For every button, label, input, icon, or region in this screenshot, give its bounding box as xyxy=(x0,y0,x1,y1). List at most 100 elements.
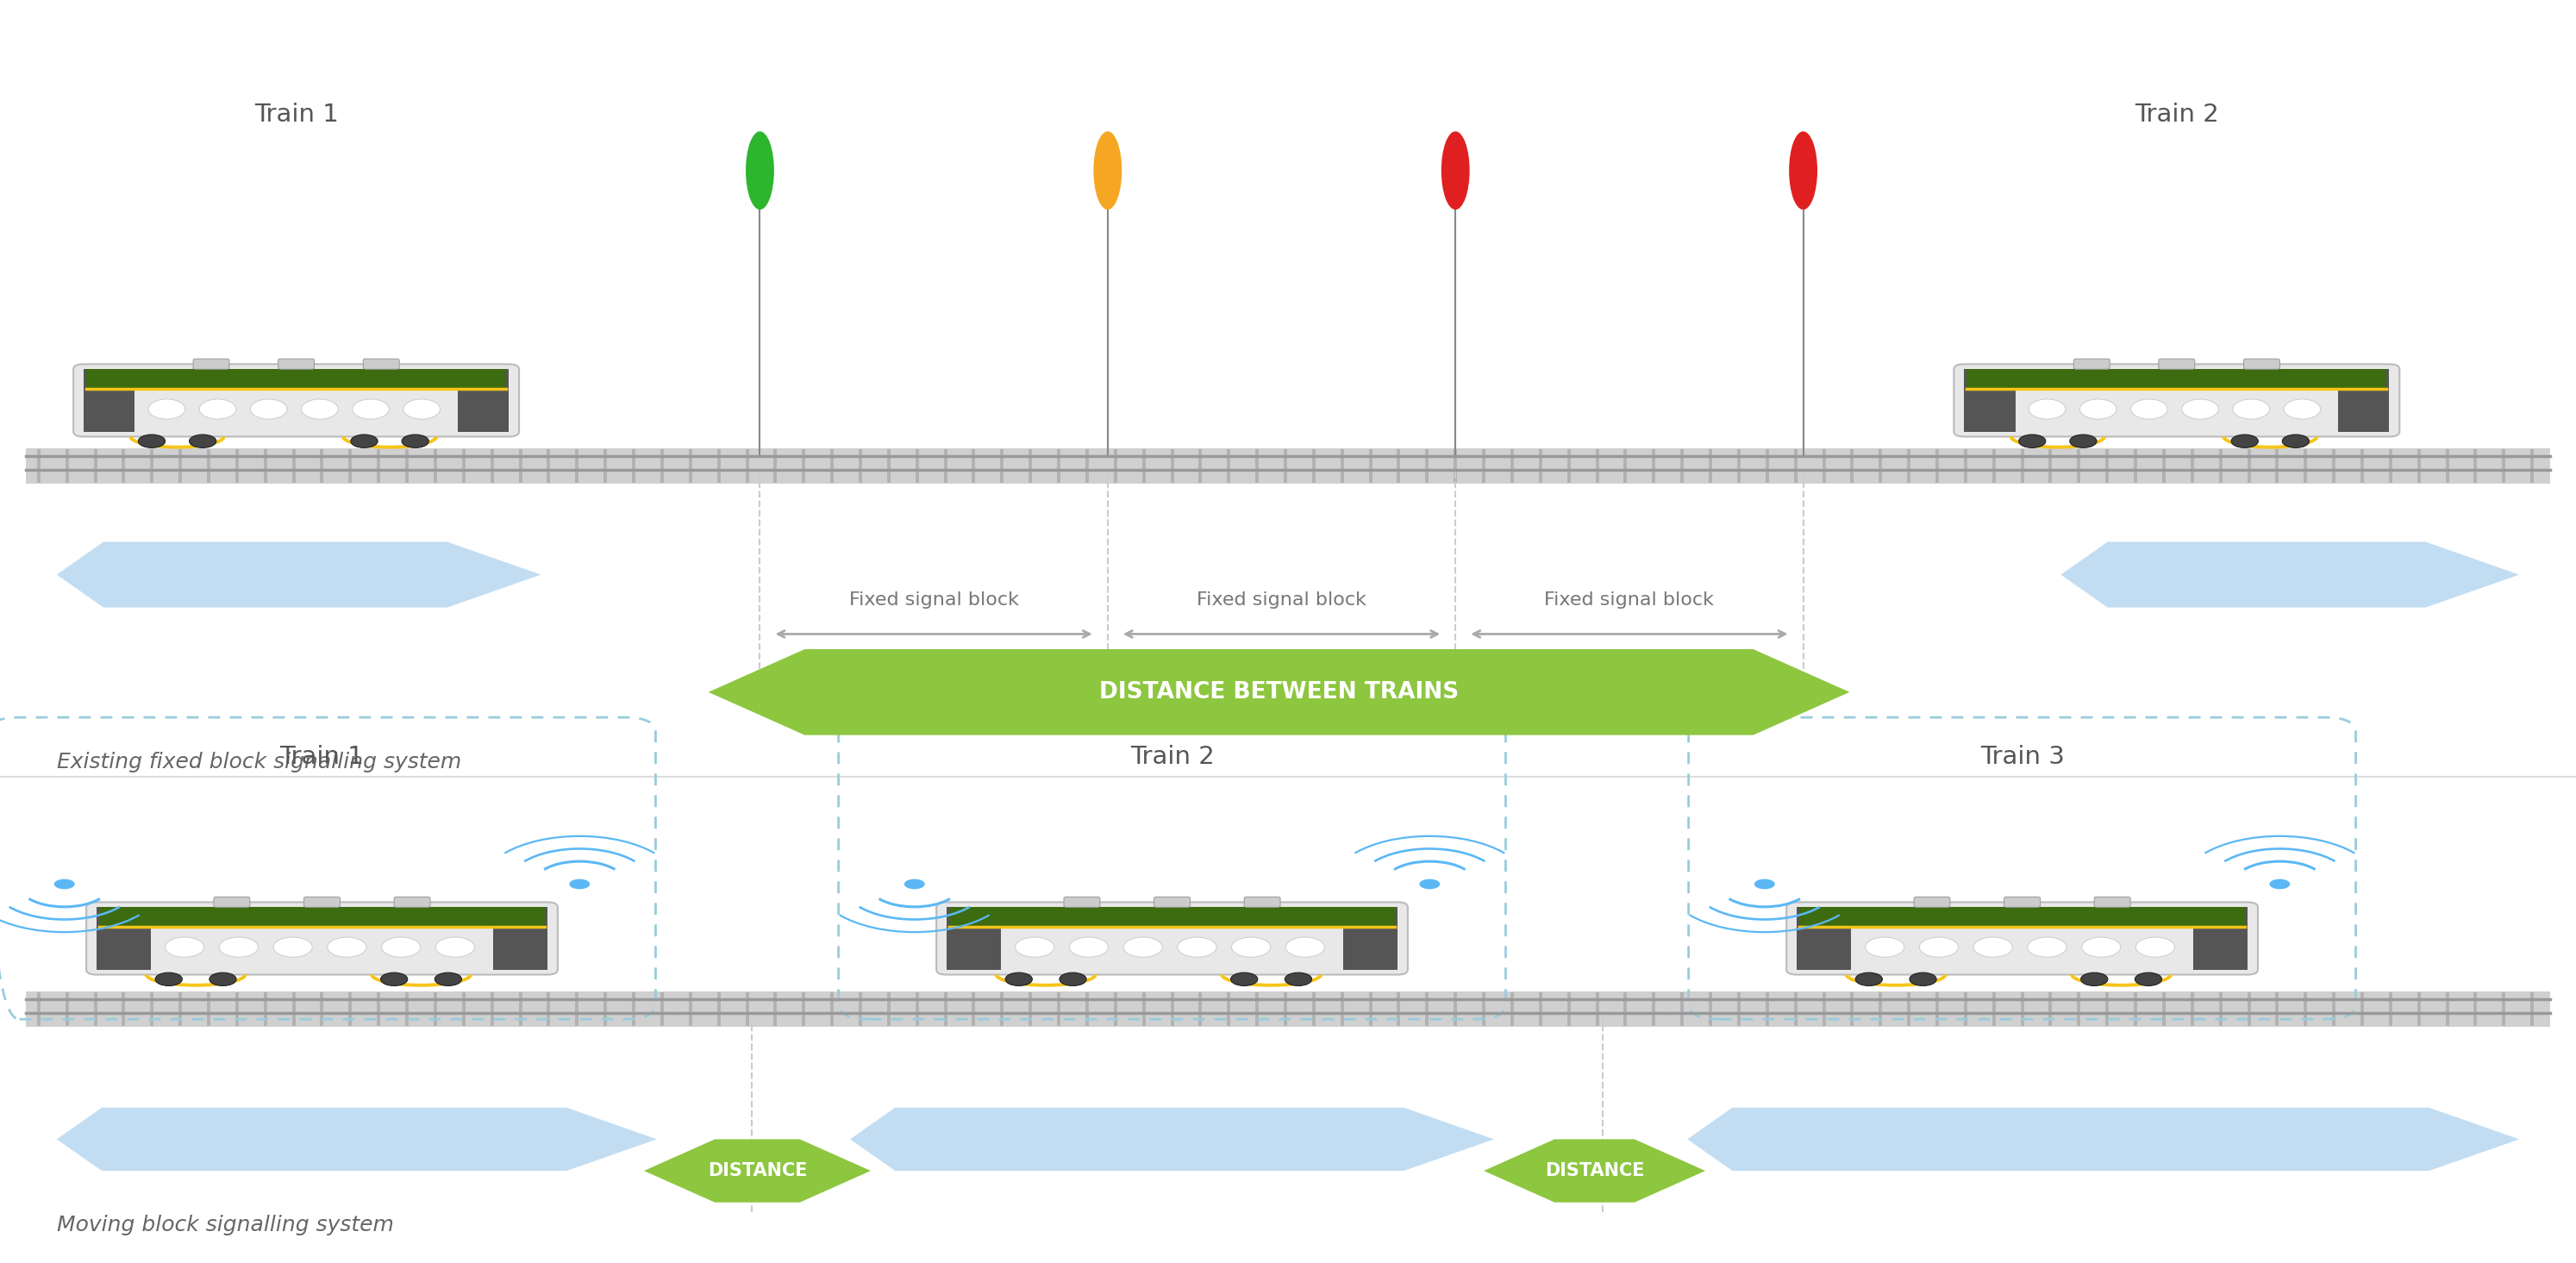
FancyBboxPatch shape xyxy=(394,897,430,907)
Bar xyxy=(2339,369,2388,432)
Circle shape xyxy=(188,434,216,448)
Circle shape xyxy=(2231,434,2259,448)
Text: Train 1: Train 1 xyxy=(255,102,337,126)
FancyBboxPatch shape xyxy=(2094,897,2130,907)
Polygon shape xyxy=(57,1108,657,1171)
Ellipse shape xyxy=(2182,399,2218,419)
FancyBboxPatch shape xyxy=(2074,359,2110,369)
Circle shape xyxy=(1231,973,1257,986)
Bar xyxy=(26,991,2550,1027)
Ellipse shape xyxy=(1919,937,1958,957)
Polygon shape xyxy=(1687,1108,2519,1171)
Ellipse shape xyxy=(1015,937,1054,957)
Circle shape xyxy=(350,434,379,448)
FancyBboxPatch shape xyxy=(363,359,399,369)
Circle shape xyxy=(2136,973,2161,986)
Text: Train 3: Train 3 xyxy=(1981,745,2063,769)
Ellipse shape xyxy=(1177,937,1216,957)
Ellipse shape xyxy=(2030,399,2066,419)
Circle shape xyxy=(54,879,75,889)
FancyBboxPatch shape xyxy=(1064,897,1100,907)
Circle shape xyxy=(569,879,590,889)
Ellipse shape xyxy=(273,937,312,957)
Circle shape xyxy=(2081,973,2107,986)
Bar xyxy=(1965,369,2385,389)
Bar xyxy=(82,369,134,432)
Bar xyxy=(948,907,1002,970)
Ellipse shape xyxy=(1123,937,1162,957)
Ellipse shape xyxy=(250,399,286,419)
Text: Train 2: Train 2 xyxy=(1131,745,1213,769)
Ellipse shape xyxy=(1285,937,1324,957)
Circle shape xyxy=(2282,434,2308,448)
Ellipse shape xyxy=(327,937,366,957)
Text: Moving block signalling system: Moving block signalling system xyxy=(57,1215,394,1235)
Circle shape xyxy=(1285,973,1311,986)
Bar xyxy=(2195,907,2246,970)
FancyBboxPatch shape xyxy=(1154,897,1190,907)
Ellipse shape xyxy=(2136,937,2174,957)
Polygon shape xyxy=(708,649,1850,735)
Circle shape xyxy=(2069,434,2097,448)
Polygon shape xyxy=(57,542,541,608)
Ellipse shape xyxy=(1069,937,1108,957)
Ellipse shape xyxy=(435,937,474,957)
Bar xyxy=(1963,369,2014,432)
Bar xyxy=(26,448,2550,484)
FancyBboxPatch shape xyxy=(1953,364,2401,437)
Bar xyxy=(85,369,505,389)
Ellipse shape xyxy=(165,937,204,957)
Text: DISTANCE BETWEEN TRAINS: DISTANCE BETWEEN TRAINS xyxy=(1100,681,1458,703)
Circle shape xyxy=(1855,973,1883,986)
FancyBboxPatch shape xyxy=(2004,897,2040,907)
Circle shape xyxy=(1059,973,1087,986)
FancyBboxPatch shape xyxy=(214,897,250,907)
Ellipse shape xyxy=(2079,399,2117,419)
Bar xyxy=(495,907,546,970)
Ellipse shape xyxy=(149,399,185,419)
Bar xyxy=(1345,907,1399,970)
Ellipse shape xyxy=(1440,131,1468,210)
FancyBboxPatch shape xyxy=(193,359,229,369)
Ellipse shape xyxy=(1092,131,1121,210)
Ellipse shape xyxy=(2130,399,2166,419)
Ellipse shape xyxy=(404,399,440,419)
Circle shape xyxy=(381,973,407,986)
FancyBboxPatch shape xyxy=(72,364,518,437)
Ellipse shape xyxy=(1865,937,1904,957)
Text: Train 1: Train 1 xyxy=(281,745,363,769)
Ellipse shape xyxy=(2233,399,2269,419)
Ellipse shape xyxy=(301,399,337,419)
Ellipse shape xyxy=(744,131,773,210)
Polygon shape xyxy=(2061,542,2519,608)
FancyBboxPatch shape xyxy=(1914,897,1950,907)
Text: DISTANCE: DISTANCE xyxy=(1546,1162,1643,1180)
Circle shape xyxy=(1754,879,1775,889)
Ellipse shape xyxy=(2027,937,2066,957)
Text: Train 2: Train 2 xyxy=(2136,102,2218,126)
Ellipse shape xyxy=(381,937,420,957)
Circle shape xyxy=(1005,973,1033,986)
Ellipse shape xyxy=(353,399,389,419)
Text: Fixed signal block: Fixed signal block xyxy=(1198,591,1365,609)
Circle shape xyxy=(155,973,183,986)
FancyBboxPatch shape xyxy=(2244,359,2280,369)
Circle shape xyxy=(1909,973,1937,986)
Text: Fixed signal block: Fixed signal block xyxy=(850,591,1018,609)
Ellipse shape xyxy=(1788,131,1819,210)
Polygon shape xyxy=(1484,1139,1705,1202)
Circle shape xyxy=(402,434,428,448)
Circle shape xyxy=(2020,434,2045,448)
Ellipse shape xyxy=(2285,399,2321,419)
Bar xyxy=(951,907,1396,927)
FancyBboxPatch shape xyxy=(2159,359,2195,369)
Circle shape xyxy=(1419,879,1440,889)
Bar xyxy=(459,369,507,432)
Ellipse shape xyxy=(219,937,258,957)
Ellipse shape xyxy=(198,399,237,419)
Circle shape xyxy=(904,879,925,889)
Ellipse shape xyxy=(1231,937,1270,957)
Text: DISTANCE: DISTANCE xyxy=(708,1162,806,1180)
Ellipse shape xyxy=(2081,937,2120,957)
FancyBboxPatch shape xyxy=(304,897,340,907)
